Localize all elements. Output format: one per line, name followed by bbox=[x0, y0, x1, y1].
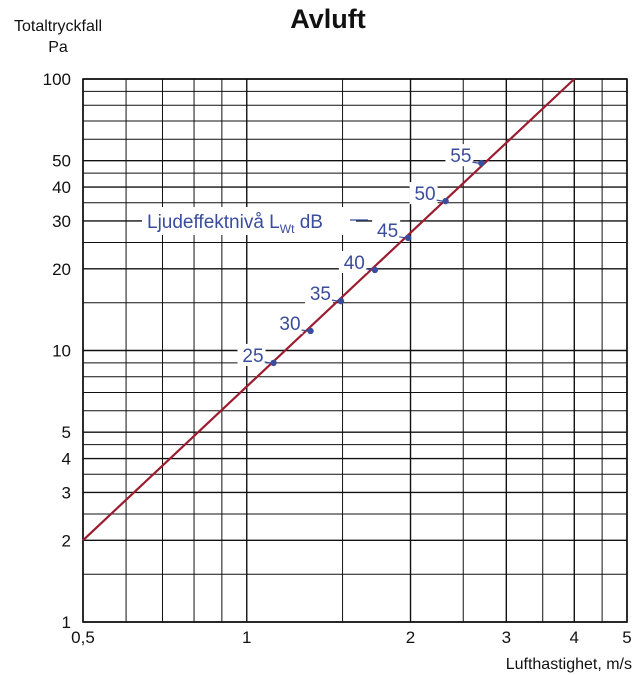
x-tick-label: 4 bbox=[570, 628, 579, 647]
sound-level-point bbox=[478, 159, 485, 167]
sound-level-leader bbox=[331, 299, 339, 302]
series-layer bbox=[82, 78, 576, 542]
y-tick-label: 20 bbox=[52, 260, 71, 279]
y-axis-label: Totaltryckfall bbox=[14, 18, 102, 35]
x-tick-label: 1 bbox=[242, 628, 251, 647]
y-tick-label: 40 bbox=[52, 178, 71, 197]
sound-level-leader bbox=[472, 161, 479, 164]
sound-level-label: 50 bbox=[414, 184, 435, 205]
x-tick-label: 2 bbox=[406, 628, 415, 647]
sound-level-leader bbox=[436, 199, 443, 202]
sound-level-label: 25 bbox=[242, 346, 263, 367]
y-tick-label: 2 bbox=[62, 531, 71, 550]
sound-level-label-bg bbox=[304, 282, 333, 305]
chart-title: Avluft bbox=[290, 4, 366, 34]
sound-level-leader bbox=[264, 361, 271, 364]
x-tick-label: 5 bbox=[622, 628, 631, 647]
y-tick-label: 10 bbox=[52, 342, 71, 361]
y-tick-label: 4 bbox=[62, 450, 71, 469]
sound-level-point bbox=[270, 359, 277, 367]
annotation-layer: 25 30 35 40 45 50 55 Ljudeffektnivå LWt dB bbox=[142, 144, 485, 367]
sound-level-label: 40 bbox=[344, 253, 365, 274]
sound-level-point bbox=[337, 297, 345, 305]
sound-level-label: 55 bbox=[450, 146, 471, 167]
plot-grid bbox=[82, 78, 628, 623]
sound-level-point bbox=[442, 197, 449, 205]
sound-level-point bbox=[307, 327, 314, 335]
sound-level-point bbox=[404, 234, 412, 242]
y-tick-label: 100 bbox=[43, 70, 71, 89]
y-tick-label: 5 bbox=[62, 423, 71, 442]
plot-frame bbox=[82, 78, 628, 623]
sound-level-label: 35 bbox=[310, 284, 331, 305]
sound-level-label: 30 bbox=[279, 314, 300, 335]
sound-level-label-bg bbox=[274, 311, 303, 334]
sound-level-leader bbox=[365, 268, 372, 271]
y-axis-unit: Pa bbox=[48, 39, 68, 56]
sound-level-label: 45 bbox=[377, 221, 398, 242]
y-tick-label: 1 bbox=[62, 613, 71, 632]
x-tick-label: 0,5 bbox=[71, 628, 95, 647]
sound-level-leader bbox=[399, 236, 406, 239]
sound-level-label-bg bbox=[338, 250, 367, 273]
sound-level-label-bg bbox=[445, 144, 474, 167]
sound-level-label-bg bbox=[237, 343, 266, 366]
x-tick-label: 3 bbox=[502, 628, 511, 647]
sound-level-leader bbox=[301, 329, 308, 332]
y-tick-label: 30 bbox=[52, 212, 71, 231]
annotation-bg bbox=[142, 207, 356, 235]
pressure-drop-line bbox=[82, 78, 576, 542]
sound-power-annotation: Ljudeffektnivå LWt dB bbox=[147, 212, 323, 236]
x-axis-label: Lufthastighet, m/s bbox=[506, 656, 632, 673]
sound-level-point bbox=[371, 266, 379, 274]
sound-level-label-bg bbox=[372, 218, 401, 241]
sound-level-label-bg bbox=[409, 182, 438, 205]
y-tick-label: 50 bbox=[52, 152, 71, 171]
y-tick-label: 3 bbox=[62, 483, 71, 502]
